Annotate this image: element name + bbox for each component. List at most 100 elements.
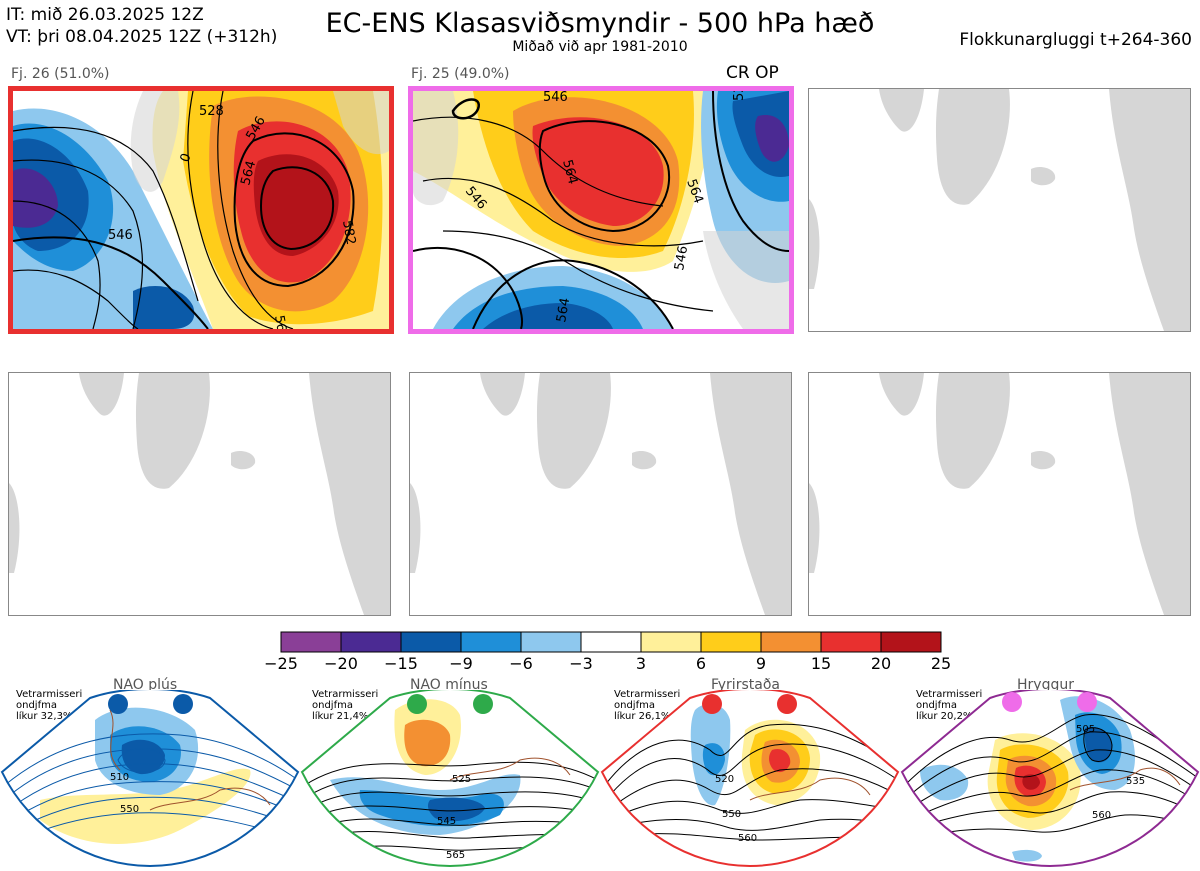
neg-anomaly-mid bbox=[702, 743, 725, 776]
init-time: IT: mið 26.03.2025 12Z bbox=[6, 5, 204, 25]
regime-season: Vetrarmisseri bbox=[16, 689, 83, 700]
regime-probability: líkur 26,1% bbox=[614, 711, 671, 722]
regime-marker bbox=[407, 694, 427, 714]
europe-land bbox=[1109, 373, 1190, 615]
basemap bbox=[410, 373, 791, 615]
regime-3-map[interactable]: 520 550 560 bbox=[600, 690, 900, 870]
regime-probability: líkur 32,3% bbox=[16, 711, 73, 722]
land bbox=[879, 373, 924, 416]
europe-land bbox=[309, 373, 390, 615]
colorbar-tick-label: −15 bbox=[384, 654, 418, 673]
regime-2-meta: Vetrarmisseri ondjfma líkur 21,4% bbox=[312, 689, 378, 722]
colorbar-cell bbox=[700, 631, 762, 653]
colorbar-tick-label: 15 bbox=[810, 654, 832, 673]
colorbar-tick-label: 9 bbox=[755, 654, 767, 673]
coastline bbox=[1069, 767, 1181, 791]
colorbar-tick-label: −3 bbox=[569, 654, 593, 673]
regime-season: Vetrarmisseri bbox=[916, 689, 983, 700]
height-contours bbox=[13, 91, 355, 329]
colorbar-tick-label: 6 bbox=[695, 654, 707, 673]
regime-4-map[interactable]: 505 535 560 bbox=[900, 690, 1200, 870]
colorbar-tick-label: 20 bbox=[870, 654, 892, 673]
america-land bbox=[9, 483, 20, 573]
regime-marker bbox=[1077, 692, 1097, 712]
contour-label: 546 bbox=[672, 245, 691, 272]
colorbar-tick-label: −6 bbox=[509, 654, 533, 673]
neg-anomaly-south bbox=[1012, 849, 1042, 862]
colorbar-cell bbox=[640, 631, 702, 653]
regime-1-map[interactable]: 510 550 bbox=[0, 690, 300, 870]
regime-1-name: NAO plús bbox=[113, 677, 178, 693]
coastline bbox=[149, 787, 271, 811]
colorbar-tick-label: −25 bbox=[264, 654, 298, 673]
colorbar-cell bbox=[760, 631, 822, 653]
pos-anomaly-high bbox=[769, 748, 791, 773]
land bbox=[79, 373, 124, 416]
neg-anomaly-core-east bbox=[755, 115, 789, 162]
cluster-2-map[interactable]: 546 564 546 564 528 546 564 bbox=[408, 86, 794, 334]
colorbar-tick-label: 3 bbox=[635, 654, 647, 673]
contour-label: 525 bbox=[452, 774, 471, 785]
contour-label: 560 bbox=[1092, 810, 1111, 821]
pos-anomaly-core bbox=[1022, 774, 1040, 790]
regime-marker bbox=[777, 694, 797, 714]
basemap bbox=[9, 373, 390, 615]
cluster-1-label: Fj. 26 (51.0%) bbox=[11, 66, 110, 82]
control-operational-tag: CR OP bbox=[726, 63, 779, 83]
colorbar-cell bbox=[520, 631, 582, 653]
empty-map-6[interactable] bbox=[808, 372, 1191, 616]
greenland-land bbox=[536, 373, 611, 489]
regime-marker bbox=[173, 694, 193, 714]
europe-land bbox=[703, 231, 789, 329]
land bbox=[480, 373, 525, 416]
regime-3-meta: Vetrarmisseri ondjfma líkur 26,1% bbox=[614, 689, 680, 722]
colorbar-tick-label: −9 bbox=[449, 654, 473, 673]
contour-label: 520 bbox=[715, 774, 734, 785]
regime-marker bbox=[1002, 692, 1022, 712]
regime-contours bbox=[904, 713, 1198, 836]
neg-anomaly-west bbox=[920, 764, 969, 801]
regime-4-name: Hryggur bbox=[1017, 677, 1074, 693]
colorbar-cell bbox=[340, 631, 402, 653]
cluster-1-map[interactable]: 528 546 564 582 546 564 0 bbox=[8, 86, 394, 334]
header-info: IT: mið 26.03.2025 12Z VT: þri 08.04.202… bbox=[6, 4, 277, 48]
regime-probability: líkur 21,4% bbox=[312, 711, 369, 722]
colorbar-cell bbox=[460, 631, 522, 653]
empty-map-3[interactable] bbox=[808, 88, 1191, 332]
coastline bbox=[749, 777, 871, 801]
iceland-land bbox=[1031, 451, 1056, 470]
contour-label: 565 bbox=[446, 850, 465, 861]
regime-marker bbox=[108, 694, 128, 714]
pos-anomaly-strong bbox=[404, 719, 451, 767]
cluster-1-field: 528 546 564 582 546 564 0 bbox=[13, 91, 389, 329]
empty-map-4[interactable] bbox=[8, 372, 391, 616]
regime-2-name: NAO mínus bbox=[410, 677, 488, 693]
greenland-land bbox=[135, 373, 210, 489]
contour-label: 535 bbox=[1126, 776, 1145, 787]
contour-label: 545 bbox=[437, 816, 456, 827]
regime-season: Vetrarmisseri bbox=[614, 689, 681, 700]
regime-frame bbox=[300, 690, 600, 868]
land bbox=[879, 89, 924, 132]
coastline bbox=[449, 757, 571, 781]
contour-label: 560 bbox=[738, 833, 757, 844]
neg-anomaly-core bbox=[13, 168, 58, 228]
contour-label: 528 bbox=[199, 104, 224, 119]
contour-label: 550 bbox=[722, 809, 741, 820]
regime-2-map[interactable]: 525 545 565 bbox=[300, 690, 600, 870]
height-contours bbox=[413, 91, 789, 329]
regime-months: ondjfma bbox=[312, 700, 353, 711]
basemap bbox=[809, 89, 1190, 331]
anomaly-colorbar bbox=[280, 631, 942, 653]
iceland-land bbox=[1031, 167, 1056, 186]
regime-season: Vetrarmisseri bbox=[312, 689, 379, 700]
pos-anomaly bbox=[40, 768, 251, 844]
contour-label: 564 bbox=[559, 158, 580, 186]
classification-window: Flokkunargluggi t+264-360 bbox=[959, 30, 1192, 50]
empty-map-5[interactable] bbox=[409, 372, 792, 616]
iceland-land bbox=[231, 451, 256, 470]
regime-3-name: Fyrirstaða bbox=[711, 677, 780, 693]
greenland-land bbox=[935, 373, 1010, 489]
america-land bbox=[809, 199, 820, 289]
regime-1-meta: Vetrarmisseri ondjfma líkur 32,3% bbox=[16, 689, 82, 722]
